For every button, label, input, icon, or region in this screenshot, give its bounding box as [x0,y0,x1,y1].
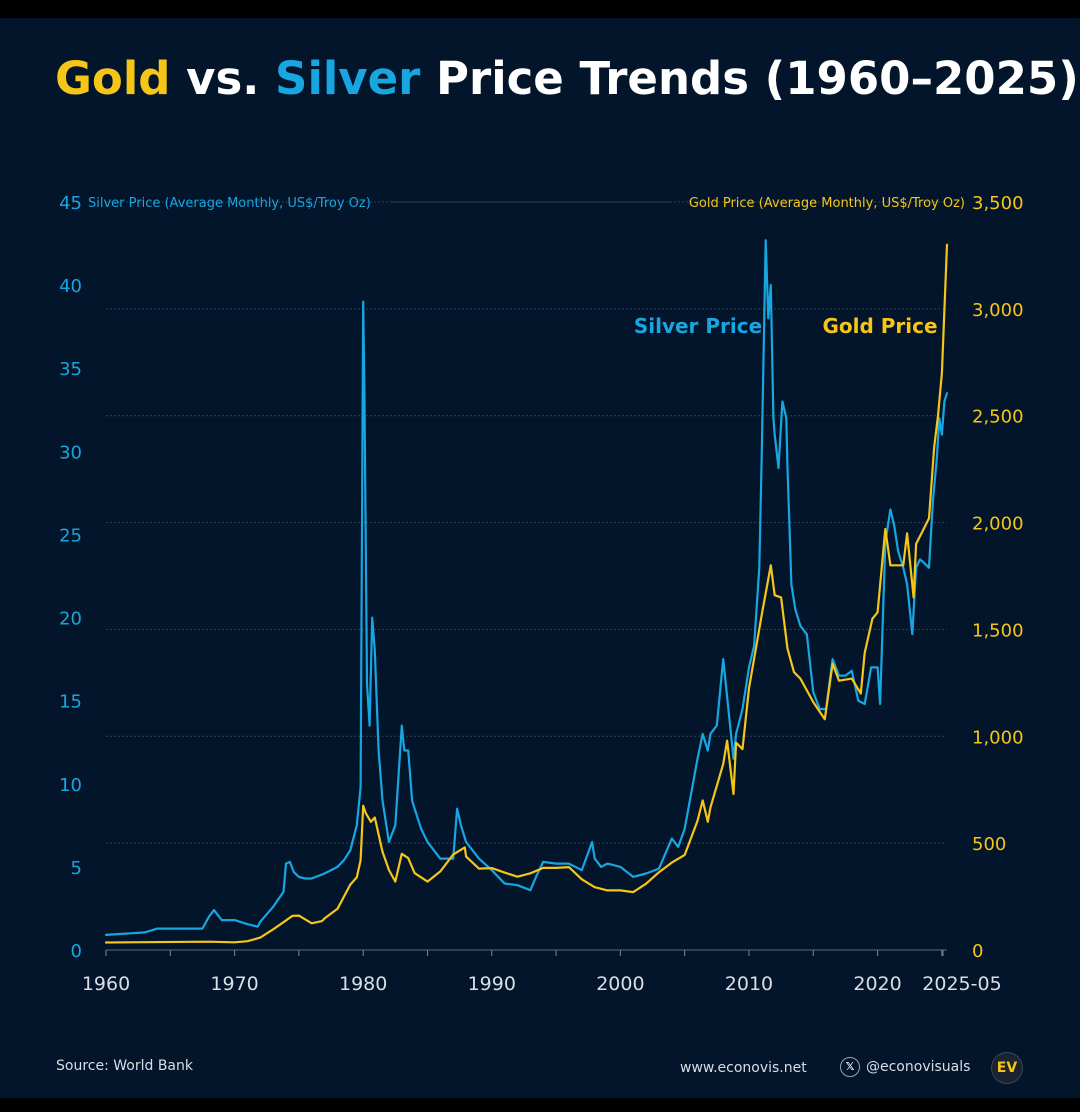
left-tick-label-35: 35 [59,359,82,380]
right-tick-label-0: 0 [972,941,983,962]
source-note: Source: World Bank [56,1058,193,1074]
series-line-silver [104,239,949,937]
x-tick-label-1980: 1980 [339,973,387,995]
left-tick-label-15: 15 [59,692,82,713]
x-tick-label-1960: 1960 [82,973,130,995]
title-gold: Gold [55,52,171,105]
left-tick-label-20: 20 [59,609,82,630]
right-tick-label-1500: 1,500 [972,620,1024,641]
x-tick-label-1970: 1970 [210,973,258,995]
right-tick-label-500: 500 [972,834,1006,855]
right-tick-label-1000: 1,000 [972,727,1024,748]
title-rest: Price Trends (1960–2025) [420,52,1079,105]
social-handle[interactable]: 𝕏 @econovisuals [840,1057,970,1077]
left-tick-label-0: 0 [71,941,82,962]
x-tick-label-1990: 1990 [468,973,516,995]
left-tick-label-25: 25 [59,525,82,546]
left-tick-label-10: 10 [59,775,82,796]
social-handle-text: @econovisuals [866,1059,971,1075]
title-vs: vs. [170,52,276,105]
left-tick-label-45: 45 [59,193,82,214]
right-tick-label-3000: 3,000 [972,300,1024,321]
x-tick-label-2020: 2020 [853,973,901,995]
annotation-gold-price: Gold Price [822,314,937,338]
annotation-silver-price: Silver Price [634,314,762,338]
right-tick-label-2000: 2,000 [972,514,1024,535]
x-tick-label-end: 2025-05 [922,973,1001,995]
page-title: Gold vs. Silver Price Trends (1960–2025) [55,52,1079,105]
left-axis-label: Silver Price (Average Monthly, US$/Troy … [88,196,371,211]
series-line-gold [104,243,949,944]
left-tick-label-30: 30 [59,442,82,463]
right-tick-label-3500: 3,500 [972,193,1024,214]
right-axis-label: Gold Price (Average Monthly, US$/Troy Oz… [689,196,965,211]
x-logo-icon: 𝕏 [840,1057,860,1077]
econovis-logo: EV [991,1052,1023,1084]
x-tick-label-2000: 2000 [596,973,644,995]
website-link[interactable]: www.econovis.net [680,1060,807,1076]
left-tick-label-5: 5 [71,858,82,879]
title-silver: Silver [275,52,421,105]
left-tick-label-40: 40 [59,276,82,297]
right-tick-label-2500: 2,500 [972,407,1024,428]
x-tick-label-2010: 2010 [725,973,773,995]
